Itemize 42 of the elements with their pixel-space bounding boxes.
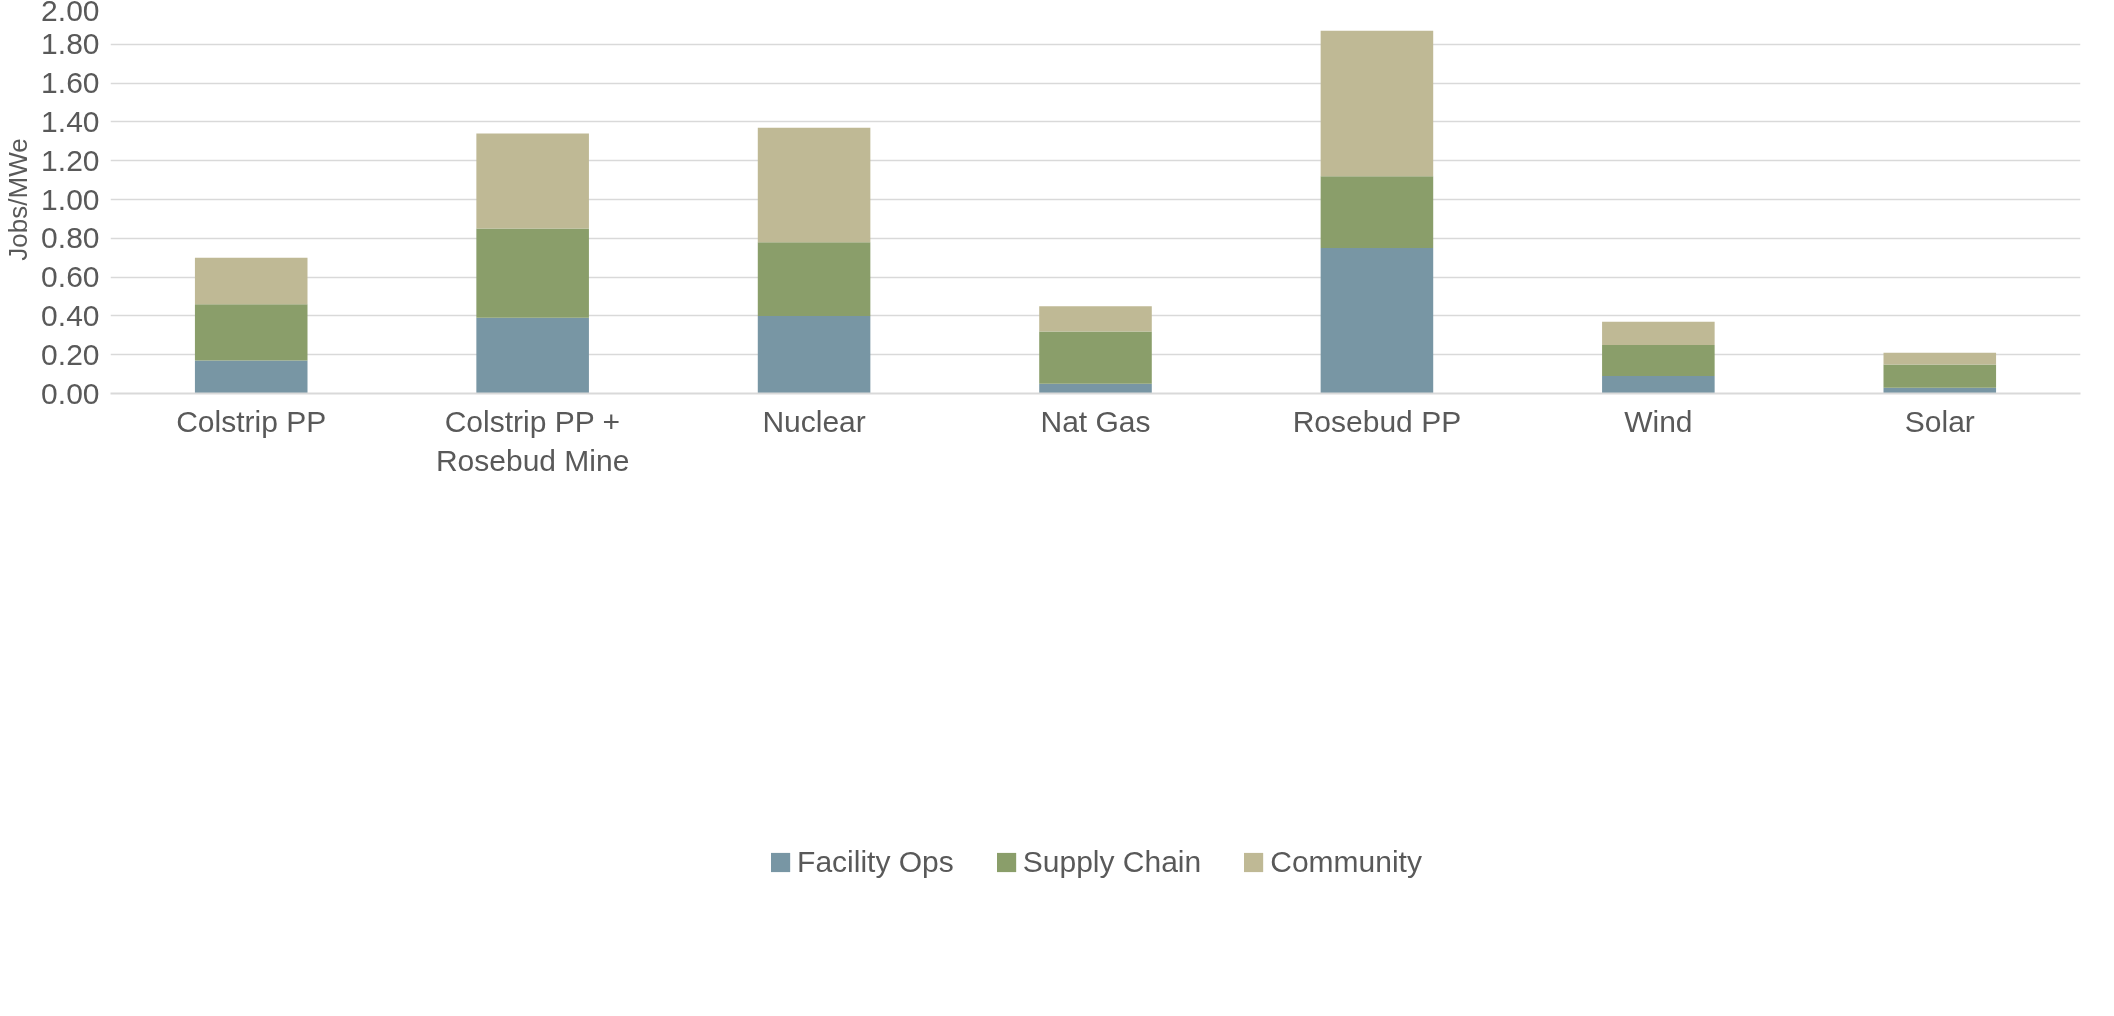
x-tick-label: Wind: [1624, 404, 1693, 438]
bar: [476, 133, 589, 229]
y-tick-label: 0.40: [41, 298, 100, 332]
legend-label: Supply Chain: [1022, 844, 1202, 879]
y-tick-label: 0.60: [41, 260, 100, 294]
y-tick-label: 1.40: [41, 104, 100, 138]
y-tick-label: 1.20: [41, 143, 100, 177]
bar: [476, 317, 589, 394]
bar: [757, 127, 871, 243]
y-tick-label: 1.00: [41, 182, 100, 216]
y-tick-label: 0.20: [41, 337, 100, 371]
legend-label: Community: [1270, 844, 1422, 879]
bar: [757, 242, 871, 316]
bar: [194, 257, 308, 305]
bar: [476, 228, 589, 318]
y-tick-label: 1.60: [41, 66, 100, 100]
x-tick-label: Rosebud PP: [1292, 404, 1462, 438]
y-tick-label: 0.00: [41, 376, 100, 410]
bar: [1039, 383, 1152, 394]
bar: [1883, 352, 1997, 365]
bar: [194, 304, 308, 361]
bar: [1320, 248, 1434, 394]
x-tick-label: Nat Gas: [1040, 404, 1151, 438]
bar: [1883, 364, 1997, 388]
y-tick-label: 0.80: [41, 221, 100, 255]
bar: [1039, 331, 1152, 384]
y-tick-label: 2.00: [41, 0, 100, 27]
bar: [1320, 30, 1434, 177]
bar: [194, 360, 308, 394]
bar: [1320, 176, 1434, 248]
y-tick-label: 1.80: [41, 27, 100, 61]
bar: [1039, 306, 1152, 332]
y-axis-title: Jobs/MWe: [3, 138, 34, 261]
bar: [1602, 376, 1715, 394]
x-tick-label: Solar: [1904, 404, 1975, 438]
x-tick-label: Colstrip PP: [176, 404, 327, 438]
x-tick-label: Nuclear: [762, 404, 866, 438]
legend-label: Facility Ops: [797, 844, 954, 879]
bar: [1602, 345, 1715, 377]
bar: [757, 315, 871, 394]
bar: [1602, 321, 1715, 345]
x-tick-label: Colstrip PP + Rosebud Mine: [435, 404, 630, 478]
